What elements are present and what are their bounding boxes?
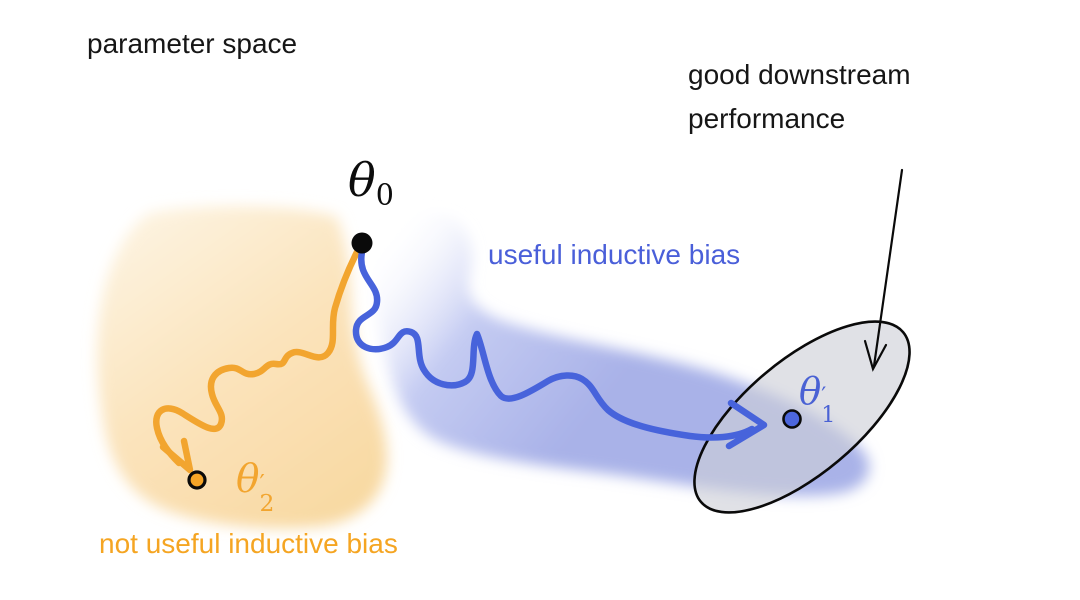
theta0-base: θ [348,153,376,207]
good-performance-line2: performance [688,103,846,134]
theta0-point [351,232,373,254]
parameter-space-label: parameter space [87,28,298,59]
performance-arrow-line [872,168,904,368]
good-performance-line1: good downstream [688,59,911,90]
theta1-base: θ [799,370,822,413]
theta2-base: θ [236,457,260,502]
useful-bias-label: useful inductive bias [488,239,741,270]
theta2-sub: 2 [259,488,275,517]
orange-trajectory-path [153,248,361,467]
theta0-sub: 0 [375,178,394,212]
theta1-label: θ ′ 1 [799,370,836,428]
orange-trajectory [153,248,361,474]
theta1-point [782,409,802,429]
blue-arrowhead-icon [725,399,768,450]
theta2-point [187,470,207,490]
theta1-sub: 1 [821,401,836,428]
theta2-label: θ ′ 2 [236,460,274,514]
theta1-prime: ′ [821,382,827,409]
not-useful-bias-label: not useful inductive bias [99,528,398,559]
theta2-prime: ′ [259,468,265,497]
theta0-label: θ0 [348,157,394,210]
blue-trajectory [352,248,768,450]
performance-arrowhead-icon [863,339,888,372]
performance-arrow [863,168,904,372]
blue-trajectory-path [352,248,756,441]
orange-arrowhead-icon [159,437,194,474]
performance-ellipse [693,320,911,514]
